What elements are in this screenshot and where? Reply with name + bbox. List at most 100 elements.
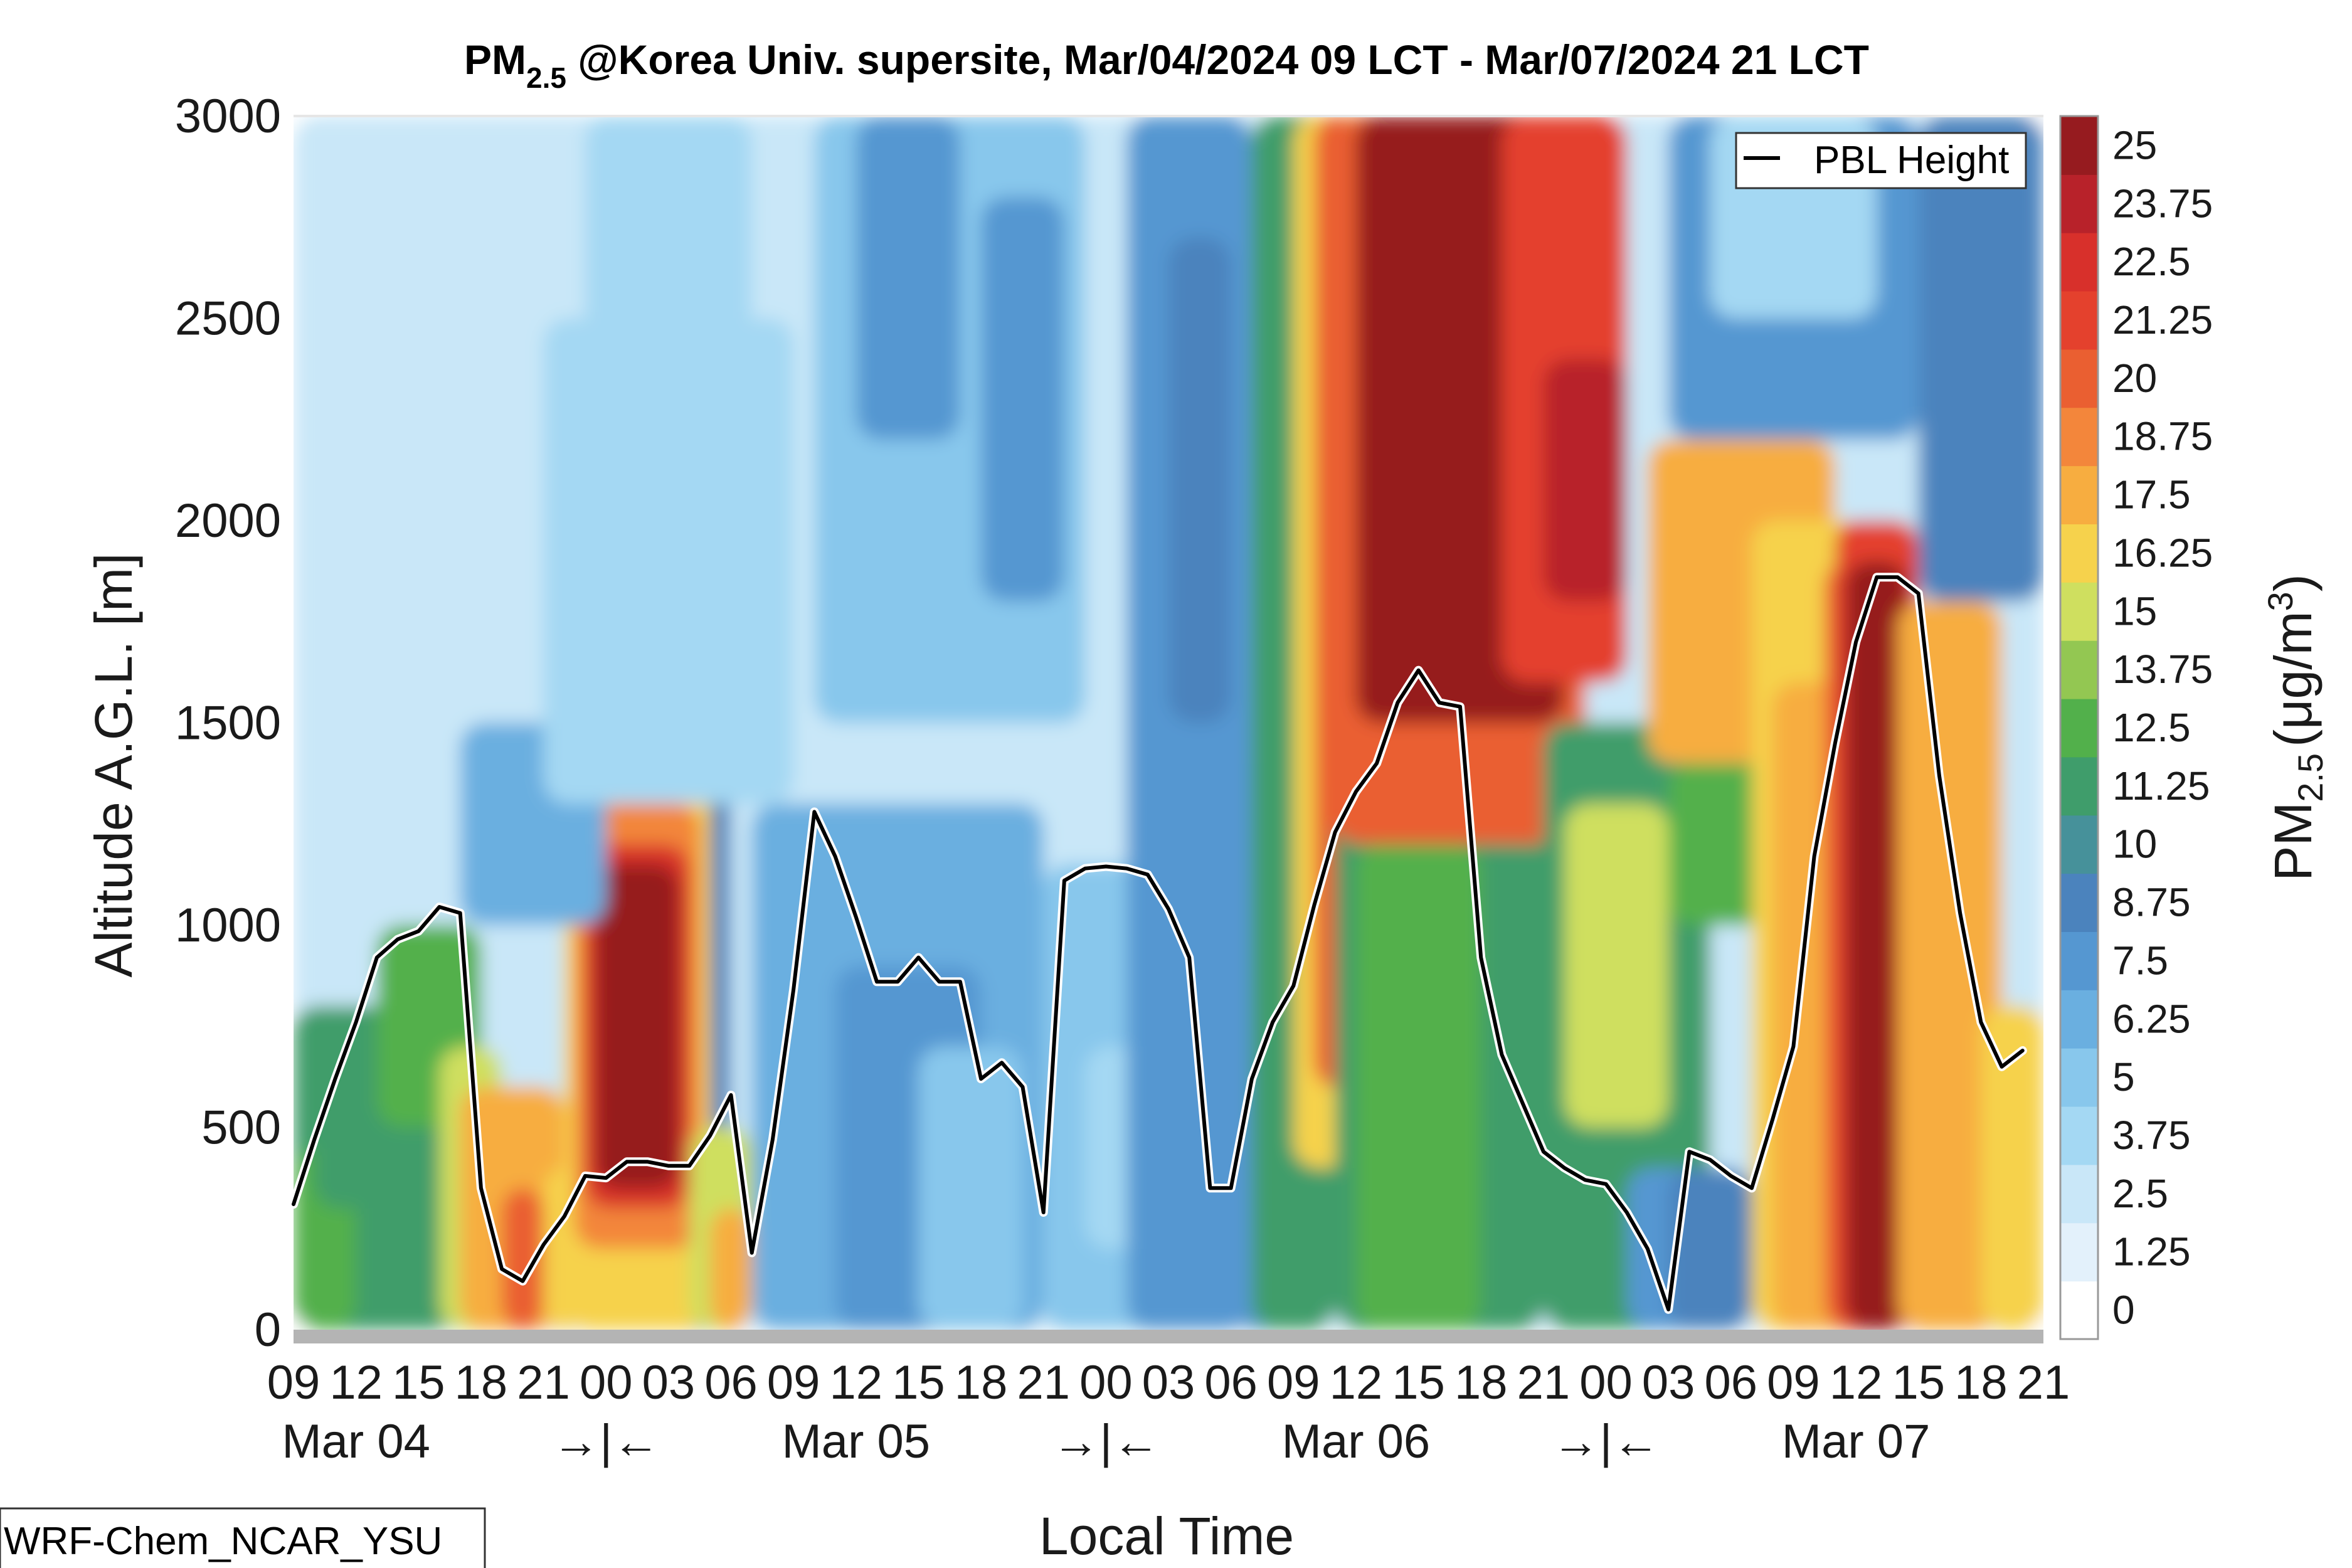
y-tick-label: 2000 <box>175 494 281 548</box>
x-day-separator: →|← <box>552 1415 660 1468</box>
x-tick-label: 18 <box>455 1356 508 1409</box>
x-tick-label: 06 <box>1705 1356 1758 1409</box>
colorbar-tick-label: 7.5 <box>2112 938 2168 983</box>
colorbar-swatch <box>2060 931 2098 990</box>
x-tick-label: 00 <box>580 1356 633 1409</box>
x-tick-label: 18 <box>1454 1356 1508 1409</box>
colorbar-swatch <box>2060 815 2098 874</box>
colorbar-swatch <box>2060 116 2098 175</box>
x-tick-label: 15 <box>1392 1356 1445 1409</box>
y-axis-label: Altitude A.G.L. [m] <box>84 553 143 978</box>
x-tick-label: 09 <box>267 1356 320 1409</box>
heatmap-region <box>1397 116 1481 682</box>
legend-pbl-label: PBL Height <box>1814 139 2009 182</box>
colorbar-frame <box>2059 115 2099 1340</box>
colorbar-tick-label: 3.75 <box>2112 1113 2191 1158</box>
x-tick-label: 18 <box>1954 1356 2008 1409</box>
x-day-label: Mar 07 <box>1782 1415 1931 1468</box>
colorbar-swatch <box>2060 232 2098 292</box>
plot-area <box>289 115 2043 1343</box>
colorbar-tick-label: 16.25 <box>2112 530 2213 575</box>
colorbar-swatch <box>2060 524 2098 583</box>
x-tick-label: 21 <box>1017 1356 1070 1409</box>
colorbar-tick-label: 15 <box>2112 588 2157 633</box>
colorbar-tick-label: 22.5 <box>2112 239 2191 284</box>
colorbar-tick-label: 18.75 <box>2112 414 2213 459</box>
colorbar-tick-label: 13.75 <box>2112 647 2213 692</box>
colorbar-swatch <box>2060 698 2098 758</box>
x-axis-label: Local Time <box>1039 1507 1294 1565</box>
x-tick-label: 00 <box>1579 1356 1633 1409</box>
heatmap-region <box>918 1046 1023 1330</box>
colorbar-swatch <box>2060 756 2098 816</box>
colorbar-swatch <box>2060 174 2098 233</box>
heatmap-region <box>502 1188 544 1330</box>
colorbar-tick-label: 17.5 <box>2112 472 2191 517</box>
pbl-height-line <box>292 575 2025 1311</box>
model-tag: WRF-Chem_NCAR_YSU <box>0 1507 486 1568</box>
colorbar-swatch <box>2060 465 2098 524</box>
pm25-heatmap <box>294 116 2043 1330</box>
y-axis-ticks: 0 500 1000 1500 2000 2500 3000 <box>175 90 281 1357</box>
heatmap-region <box>1668 1168 1752 1330</box>
x-day-label: Mar 04 <box>282 1415 430 1468</box>
colorbar-tick-label: 2.5 <box>2112 1171 2168 1216</box>
heatmap-region <box>585 116 752 440</box>
x-tick-label: 15 <box>1892 1356 1945 1409</box>
x-tick-label: 12 <box>329 1356 383 1409</box>
heatmap-region <box>1981 1006 2043 1330</box>
colorbar-swatch <box>2060 873 2098 932</box>
x-tick-label: 09 <box>1267 1356 1320 1409</box>
colorbar-tick-label: 10 <box>2112 822 2157 867</box>
chart-title: PM2.5 @Korea Univ. supersite, Mar/04/202… <box>464 36 1869 94</box>
heatmap-region <box>1845 561 1909 1330</box>
x-tick-label: 06 <box>1204 1356 1258 1409</box>
x-axis-day-labels: Mar 04 Mar 05 Mar 06 Mar 07 →|← →|← →|← <box>282 1415 1930 1468</box>
x-tick-label: 09 <box>1767 1356 1820 1409</box>
colorbar-tick-label: 23.75 <box>2112 181 2213 226</box>
heatmap-region <box>1168 237 1231 723</box>
colorbar-tick-label: 0 <box>2112 1288 2135 1333</box>
y-tick-label: 3000 <box>175 90 281 143</box>
x-tick-label: 21 <box>1517 1356 1571 1409</box>
y-tick-label: 1000 <box>175 899 281 952</box>
heatmap-region <box>1918 116 2043 601</box>
colorbar-swatch <box>2060 1164 2098 1224</box>
colorbar-swatch <box>2060 1222 2098 1282</box>
x-tick-label: 21 <box>2017 1356 2070 1409</box>
colorbar-swatch <box>2060 581 2098 641</box>
x-tick-label: 03 <box>1642 1356 1695 1409</box>
x-day-separator: →|← <box>1552 1415 1660 1468</box>
colorbar-tick-label: 12.5 <box>2112 705 2191 750</box>
heatmap-region <box>1585 884 1669 1047</box>
colorbar-swatch <box>2060 349 2098 408</box>
x-tick-label: 12 <box>1830 1356 1883 1409</box>
x-tick-label: 21 <box>517 1356 570 1409</box>
colorbar-tick-label: 20 <box>2112 356 2157 401</box>
colorbar-swatches <box>2060 116 2098 1340</box>
colorbar-tick-label: 11.25 <box>2112 763 2210 808</box>
colorbar-tick-label: 5 <box>2112 1054 2135 1099</box>
colorbar-tick-label: 1.25 <box>2112 1229 2191 1274</box>
colorbar-swatch <box>2060 989 2098 1049</box>
x-day-separator: →|← <box>1052 1415 1160 1468</box>
y-tick-label: 500 <box>201 1101 281 1155</box>
heatmap-region <box>981 197 1064 601</box>
colorbar-swatch <box>2060 407 2098 467</box>
heatmap-region <box>1543 359 1627 601</box>
heatmap-region <box>1355 844 1481 1330</box>
colorbar-swatch <box>2060 1047 2098 1107</box>
y-tick-label: 2500 <box>175 292 281 346</box>
x-tick-label: 12 <box>1330 1356 1383 1409</box>
colorbar-label: PM2.5(μg/m3) <box>2260 574 2330 881</box>
heatmap-region <box>543 318 794 804</box>
colorbar-swatch <box>2060 1106 2098 1165</box>
x-tick-label: 09 <box>767 1356 820 1409</box>
colorbar-tick-labels: 0 1.25 2.5 3.75 5 6.25 7.5 8.75 10 11.25 12.5 13.75… <box>2112 122 2213 1332</box>
x-tick-label: 06 <box>704 1356 758 1409</box>
x-day-label: Mar 05 <box>782 1415 931 1468</box>
x-axis-ticks: 09 12 15 18 21 00 03 06 09 12 15 18 21 00 03 06 09 12 15 18… <box>267 1356 2070 1409</box>
heatmap-region <box>480 116 544 601</box>
heatmap-region <box>856 116 960 440</box>
